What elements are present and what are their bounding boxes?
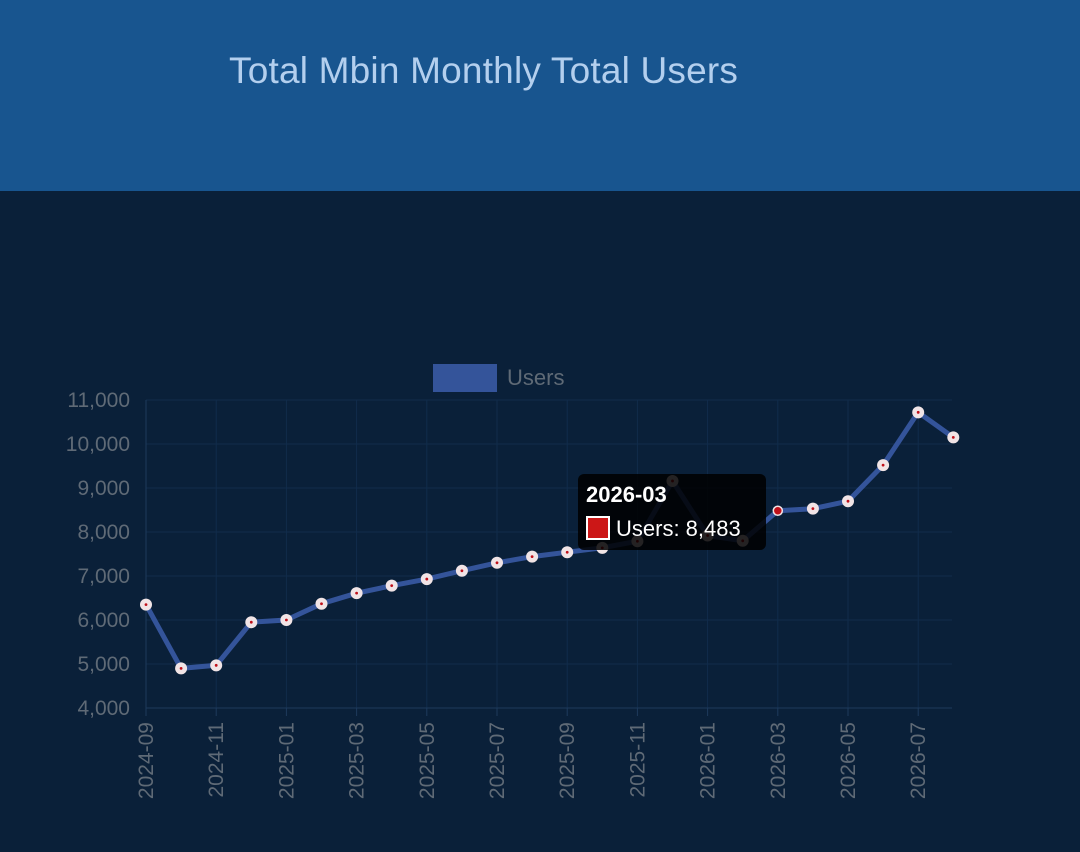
y-tick-label: 10,000 [66, 433, 130, 456]
y-tick-label: 11,000 [67, 389, 130, 412]
y-tick-label: 5,000 [77, 653, 130, 676]
data-point[interactable] [245, 616, 258, 629]
tooltip-color-swatch [586, 516, 610, 540]
x-tick-label: 2026-03 [767, 722, 790, 799]
data-point[interactable] [455, 564, 468, 577]
data-point[interactable] [280, 614, 293, 626]
series-line-users [143, 409, 955, 671]
data-point[interactable] [526, 550, 539, 563]
y-tick-label: 6,000 [77, 609, 130, 632]
chart-tooltip: 2026-03 Users: 8,483 [578, 474, 766, 550]
x-tick-label: 2024-09 [135, 722, 158, 799]
data-point[interactable] [315, 597, 328, 610]
data-point[interactable] [877, 459, 890, 472]
chart-axes: 11,000 10,000 9,000 8,000 7,000 6,000 5,000 4,0… [66, 389, 952, 799]
tooltip-title: 2026-03 [586, 482, 667, 507]
legend-label-users[interactable]: Users [507, 365, 564, 390]
data-point[interactable] [561, 546, 574, 559]
y-tick-label: 7,000 [77, 565, 130, 588]
data-point[interactable] [806, 502, 819, 515]
x-tick-label: 2025-01 [275, 722, 298, 799]
x-tick-label: 2024-11 [205, 722, 228, 798]
y-tick-label: 4,000 [77, 697, 130, 720]
chart-points [140, 406, 960, 675]
x-tick-label: 2025-03 [346, 722, 369, 799]
x-tick-label: 2025-07 [486, 722, 509, 799]
chart-area [0, 191, 1080, 852]
legend-swatch-users[interactable] [433, 364, 497, 392]
data-point[interactable] [842, 495, 854, 508]
data-point[interactable] [385, 579, 398, 592]
y-tick-label: 9,000 [77, 477, 130, 500]
x-tick-label: 2025-09 [556, 722, 579, 799]
page-title: Total Mbin Monthly Total Users [229, 50, 739, 91]
x-tick-label: 2026-05 [837, 722, 860, 799]
y-tick-label: 8,000 [77, 521, 130, 544]
x-tick-label: 2026-07 [907, 722, 930, 799]
x-tick-label: 2025-11 [626, 722, 649, 798]
data-point[interactable] [947, 431, 960, 444]
tooltip-body: Users: 8,483 [616, 516, 741, 541]
header-bar: Total Mbin Monthly Total Users [0, 0, 1080, 191]
data-point[interactable] [350, 587, 363, 600]
data-point[interactable] [210, 659, 223, 672]
data-point[interactable] [140, 598, 152, 611]
data-point[interactable] [491, 556, 503, 569]
data-point[interactable] [772, 505, 784, 516]
chart-series [143, 409, 955, 671]
x-tick-label: 2026-01 [697, 722, 720, 799]
x-tick-label: 2025-05 [416, 722, 439, 799]
data-point[interactable] [175, 662, 188, 675]
chart-legend[interactable]: Users [433, 364, 564, 392]
data-point[interactable] [420, 573, 433, 586]
data-point[interactable] [912, 406, 925, 419]
